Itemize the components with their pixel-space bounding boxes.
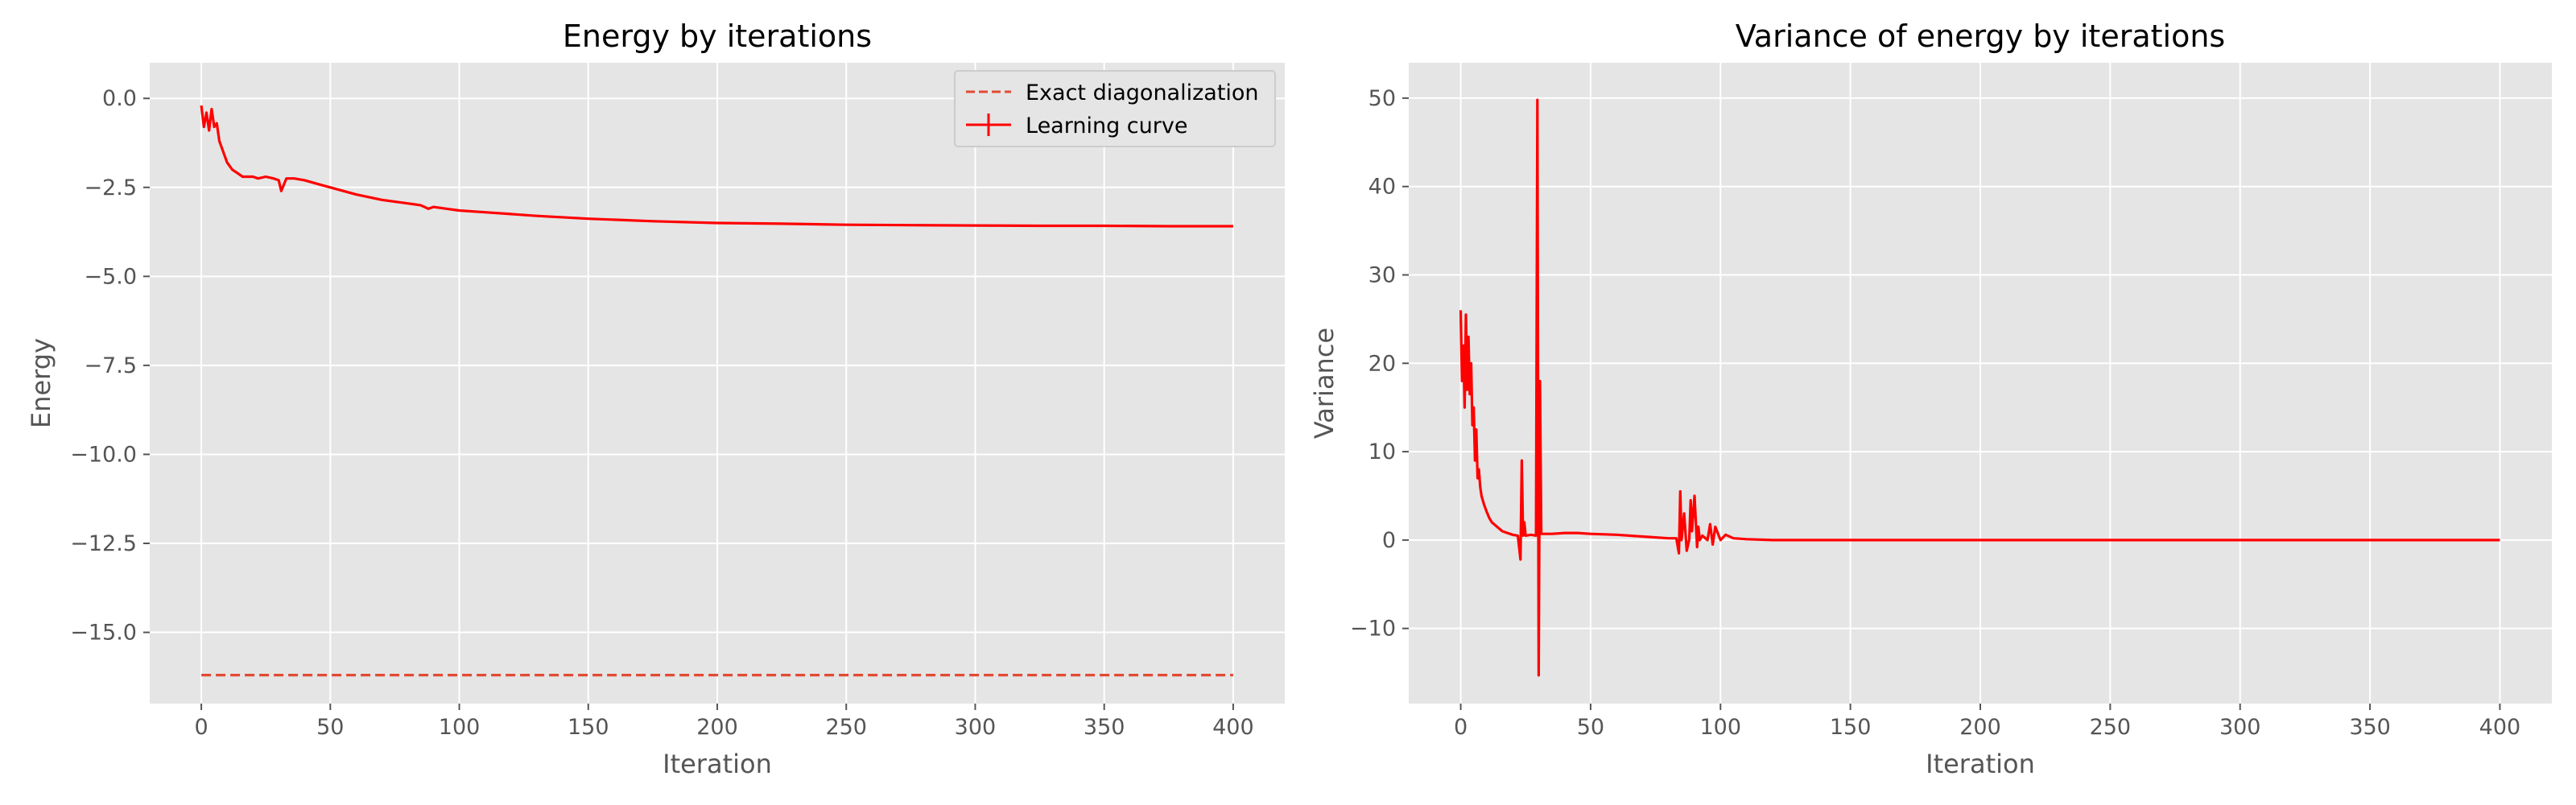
legend-exact-diagonalization-label: Exact diagonalization [1026,80,1259,105]
energy-y-tick-label: −2.5 [84,175,137,200]
variance-x-tick-label: 200 [1959,715,2001,740]
energy-x-tick-label: 200 [696,715,738,740]
legend-learning-curve-label: Learning curve [1026,114,1187,138]
energy-legend: Exact diagonalization Learning curve [954,70,1276,147]
energy-x-axis-label: Iteration [663,749,772,779]
learning-curve-line [200,105,1233,228]
variance-series [1459,98,2500,677]
variance-y-tick-label: 0 [1382,528,1396,553]
variance-x-axis-label: Iteration [1926,749,2035,779]
variance-x-tick-label: 350 [2349,715,2391,740]
energy-y-tick-label: −7.5 [84,353,137,378]
energy-y-tick-label: −5.0 [84,264,137,289]
energy-legend-box [954,70,1276,147]
energy-x-tick-label: 100 [439,715,481,740]
variance-x-tick-label: 400 [2479,715,2521,740]
energy-y-ticks: 0.0 −2.5 −5.0 −7.5 −10.0 −12.5 −15.0 [70,86,150,646]
energy-x-tick-label: 350 [1084,715,1125,740]
energy-chart: 0 50 100 150 200 250 300 350 400 0.0 −2.5 −5.0 −7.5… [26,19,1285,779]
variance-x-tick-label: 300 [2219,715,2261,740]
variance-x-tick-label: 100 [1699,715,1741,740]
variance-y-tick-label: 50 [1368,86,1396,111]
variance-line [1459,98,2500,677]
energy-y-tick-label: −12.5 [70,531,137,556]
variance-y-ticks: −10 0 10 20 30 40 50 [1350,86,1409,642]
energy-x-ticks: 0 50 100 150 200 250 300 350 400 [194,704,1254,740]
energy-y-tick-label: 0.0 [102,86,137,111]
energy-x-tick-label: 50 [316,715,344,740]
energy-x-tick-label: 250 [825,715,867,740]
variance-chart: 0 50 100 150 200 250 300 350 400 −1001020304050 … [1309,19,2552,779]
variance-y-tick-label: 20 [1368,351,1396,376]
variance-x-tick-label: 50 [1577,715,1604,740]
variance-x-ticks: 0 50 100 150 200 250 300 350 400 [1454,704,2520,740]
variance-x-tick-label: 250 [2090,715,2132,740]
energy-gridlines [150,63,1285,704]
variance-y-tick-label: 30 [1368,263,1396,288]
variance-chart-title: Variance of energy by iterations [1736,19,2225,54]
variance-y-axis-label: Variance [1309,328,1340,439]
variance-x-tick-label: 0 [1454,715,1468,740]
variance-y-tick-label: 10 [1368,440,1396,464]
energy-x-tick-label: 150 [568,715,609,740]
energy-series [200,105,1233,677]
energy-y-tick-label: −15.0 [70,621,137,646]
energy-y-tick-label: −10.0 [70,442,137,467]
variance-gridlines [1409,63,2552,704]
energy-chart-title: Energy by iterations [563,19,872,54]
variance-y-tick-label: −10 [1350,617,1396,642]
energy-x-tick-label: 0 [194,715,208,740]
variance-x-tick-label: 150 [1830,715,1872,740]
energy-x-tick-label: 400 [1212,715,1254,740]
energy-x-tick-label: 300 [955,715,997,740]
energy-y-axis-label: Energy [26,338,56,428]
variance-y-tick-label: 40 [1368,175,1396,200]
